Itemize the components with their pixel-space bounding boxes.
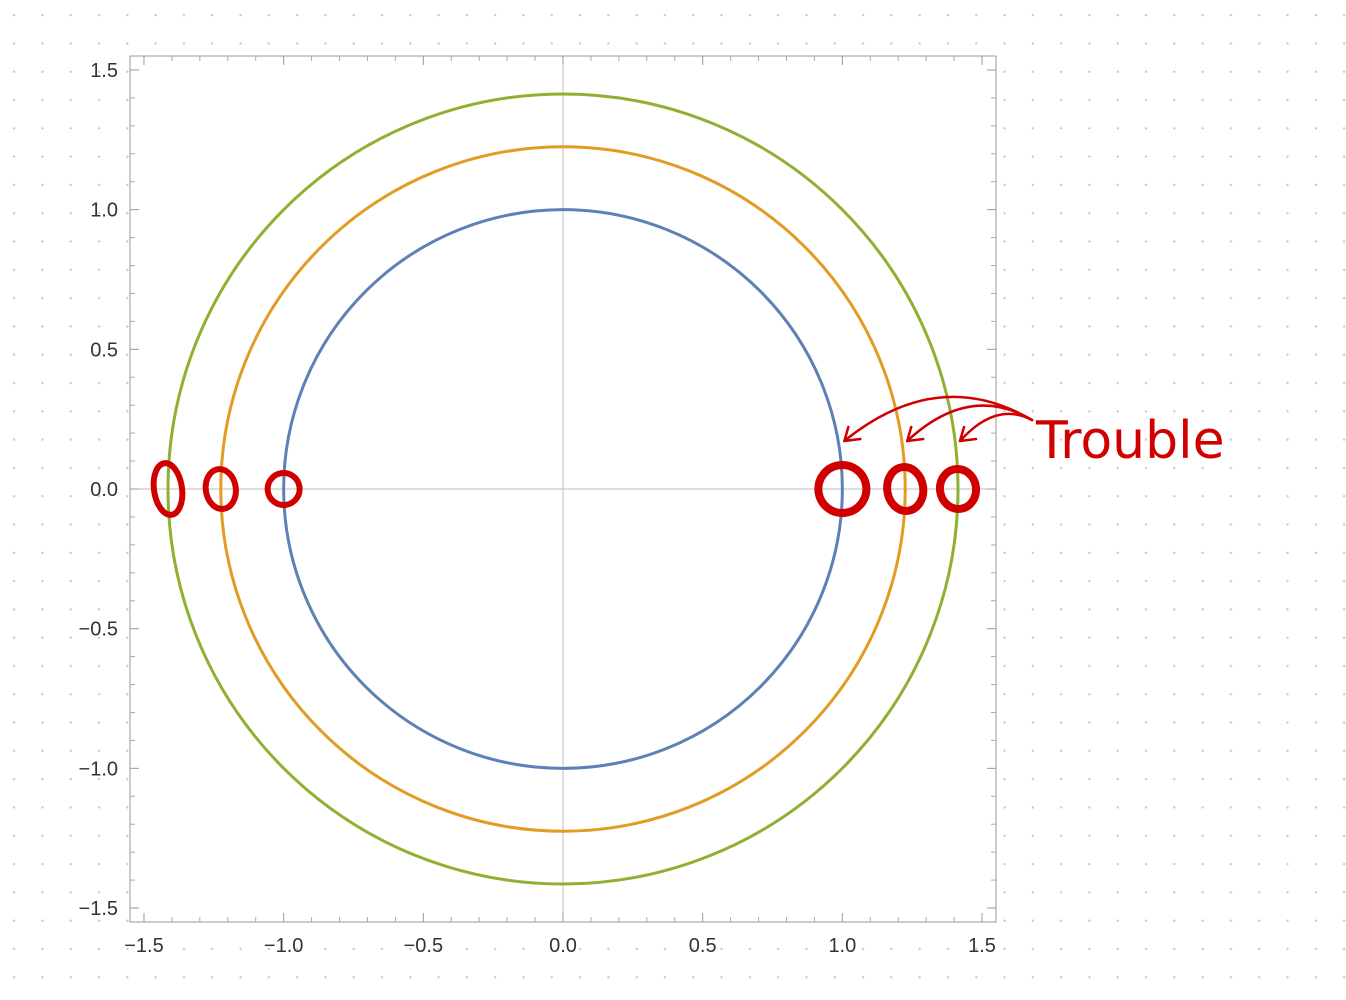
- annotation-arrow: [905, 404, 1034, 443]
- y-tick-label: 0.5: [90, 339, 118, 361]
- arrow-head: [905, 425, 925, 443]
- y-tick-label: −1.5: [79, 898, 118, 920]
- series-circle-3: [166, 92, 960, 886]
- arrow-head: [843, 425, 862, 443]
- x-tick-label: −1.0: [264, 935, 303, 957]
- marker-circle: [264, 470, 303, 508]
- y-tick-label: 1.0: [90, 200, 118, 222]
- x-tick-label: −0.5: [404, 935, 443, 957]
- x-tick-label: 0.5: [689, 935, 717, 957]
- y-tick-label: −1.0: [79, 758, 118, 780]
- x-tick-label: 1.0: [828, 935, 856, 957]
- y-tick-label: 1.5: [90, 60, 118, 82]
- marker-circle: [935, 465, 981, 513]
- annotation-arrow: [958, 412, 1034, 443]
- x-tick-label: −1.5: [124, 935, 163, 957]
- marker-circle: [814, 461, 871, 517]
- series-circle-2: [219, 145, 907, 833]
- y-tick-label: −0.5: [79, 619, 118, 641]
- arrow-head: [958, 425, 978, 443]
- x-tick-label: 0.0: [549, 935, 577, 957]
- x-tick-label: 1.5: [968, 935, 996, 957]
- series-circle-1: [282, 208, 844, 770]
- marker-circle: [150, 460, 186, 518]
- marker-circle: [883, 463, 928, 515]
- marker-circle: [202, 466, 239, 512]
- annotation-text: Trouble: [1035, 411, 1225, 471]
- y-tick-label: 0.0: [90, 479, 118, 501]
